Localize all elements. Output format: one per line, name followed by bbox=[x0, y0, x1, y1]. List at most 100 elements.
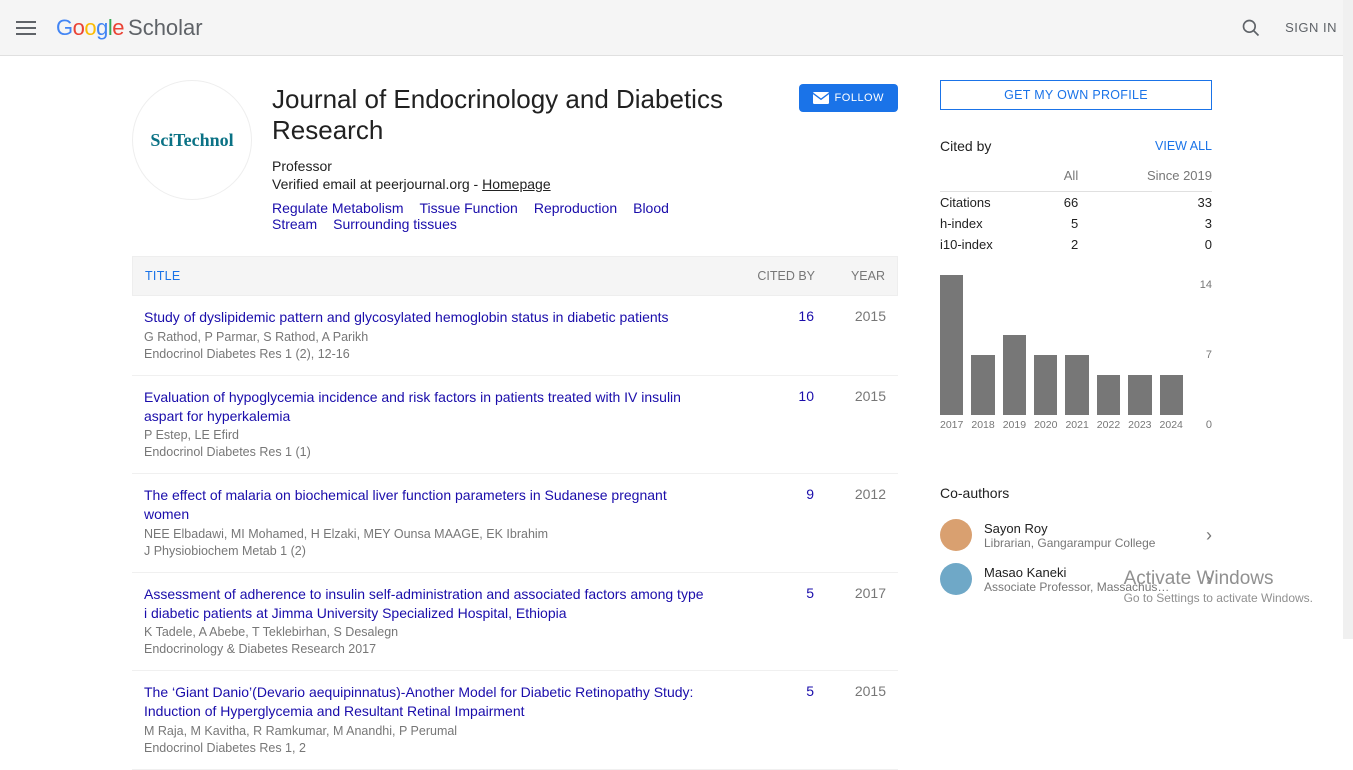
interest-link[interactable]: Regulate Metabolism bbox=[272, 200, 404, 216]
logo-scholar: Scholar bbox=[128, 15, 203, 41]
stats-col-all: All bbox=[1048, 162, 1078, 192]
citedby-header: Cited by VIEW ALL bbox=[940, 138, 1212, 154]
stats-table: All Since 2019 Citations6633h-index53i10… bbox=[940, 162, 1212, 255]
profile-role: Professor bbox=[272, 158, 779, 174]
stats-since: 33 bbox=[1078, 192, 1212, 214]
coauthor-row[interactable]: Masao Kaneki Associate Professor, Massac… bbox=[940, 557, 1212, 601]
ytick: 0 bbox=[1206, 419, 1212, 431]
chart-bar[interactable]: 2018 bbox=[971, 355, 994, 431]
article-cited[interactable]: 5 bbox=[704, 683, 814, 757]
search-icon[interactable] bbox=[1241, 18, 1261, 38]
logo-google: Google bbox=[56, 15, 124, 41]
chart-bar[interactable]: 2019 bbox=[1003, 335, 1026, 431]
article-cited[interactable]: 16 bbox=[704, 308, 814, 363]
col-citedby[interactable]: CITED BY bbox=[705, 269, 815, 283]
profile-name: Journal of Endocrinology and Diabetics R… bbox=[272, 84, 779, 146]
logo[interactable]: Google Scholar bbox=[56, 15, 203, 41]
stats-label: i10-index bbox=[940, 234, 1048, 255]
stats-label: h-index bbox=[940, 213, 1048, 234]
stats-col-blank bbox=[940, 162, 1048, 192]
chevron-right-icon: › bbox=[1206, 569, 1212, 590]
chart-bar[interactable]: 2023 bbox=[1128, 375, 1151, 431]
stats-since: 3 bbox=[1078, 213, 1212, 234]
article-cited[interactable]: 9 bbox=[704, 486, 814, 560]
bar-year-label: 2023 bbox=[1128, 419, 1151, 431]
coauthors-list: Sayon Roy Librarian, Gangarampur College… bbox=[940, 513, 1212, 601]
article-title[interactable]: The ‘Giant Danio’(Devario aequipinnatus)… bbox=[144, 683, 704, 721]
menu-icon[interactable] bbox=[16, 16, 40, 40]
table-row: The effect of malaria on biochemical liv… bbox=[132, 474, 898, 573]
articles-header-row: TITLE CITED BY YEAR bbox=[132, 256, 898, 296]
ytick: 14 bbox=[1200, 279, 1212, 291]
article-venue: Endocrinol Diabetes Res 1 (2), 12-16 bbox=[144, 346, 704, 363]
chart-bar[interactable]: 2021 bbox=[1065, 355, 1088, 431]
coauthor-row[interactable]: Sayon Roy Librarian, Gangarampur College… bbox=[940, 513, 1212, 557]
profile-header: SciTechnol Journal of Endocrinology and … bbox=[132, 80, 898, 232]
coauthor-avatar bbox=[940, 563, 972, 595]
col-title[interactable]: TITLE bbox=[145, 269, 705, 283]
stats-since: 0 bbox=[1078, 234, 1212, 255]
view-all-link[interactable]: VIEW ALL bbox=[1155, 139, 1212, 153]
article-authors: P Estep, LE Efird bbox=[144, 427, 704, 444]
follow-button[interactable]: FOLLOW bbox=[799, 84, 898, 112]
avatar[interactable]: SciTechnol bbox=[132, 80, 252, 200]
article-title[interactable]: Study of dyslipidemic pattern and glycos… bbox=[144, 308, 704, 327]
profile-interests: Regulate Metabolism Tissue Function Reprod… bbox=[272, 200, 779, 232]
chevron-right-icon: › bbox=[1206, 525, 1212, 546]
coauthors-label: Co-authors bbox=[940, 485, 1212, 501]
article-list: Study of dyslipidemic pattern and glycos… bbox=[132, 296, 898, 770]
chart-bar[interactable]: 2017 bbox=[940, 275, 963, 431]
col-year[interactable]: YEAR bbox=[815, 269, 885, 283]
bar-year-label: 2022 bbox=[1097, 419, 1120, 431]
stats-col-since: Since 2019 bbox=[1078, 162, 1212, 192]
table-row: Study of dyslipidemic pattern and glycos… bbox=[132, 296, 898, 376]
article-title[interactable]: Evaluation of hypoglycemia incidence and… bbox=[144, 388, 704, 426]
article-authors: M Raja, M Kavitha, R Ramkumar, M Anandhi… bbox=[144, 723, 704, 740]
citedby-label: Cited by bbox=[940, 138, 991, 154]
coauthor-name: Masao Kaneki bbox=[984, 565, 1194, 580]
article-cited[interactable]: 10 bbox=[704, 388, 814, 462]
follow-label: FOLLOW bbox=[835, 92, 884, 104]
topbar: Google Scholar SIGN IN bbox=[0, 0, 1353, 56]
interest-link[interactable]: Surrounding tissues bbox=[333, 216, 457, 232]
article-year: 2015 bbox=[814, 388, 886, 462]
article-authors: NEE Elbadawi, MI Mohamed, H Elzaki, MEY … bbox=[144, 526, 704, 543]
mail-icon bbox=[813, 92, 829, 104]
chart-bar[interactable]: 2022 bbox=[1097, 375, 1120, 431]
article-title[interactable]: Assessment of adherence to insulin self-… bbox=[144, 585, 704, 623]
article-title[interactable]: The effect of malaria on biochemical liv… bbox=[144, 486, 704, 524]
article-authors: G Rathod, P Parmar, S Rathod, A Parikh bbox=[144, 329, 704, 346]
coauthor-name: Sayon Roy bbox=[984, 521, 1194, 536]
bar-year-label: 2024 bbox=[1160, 419, 1183, 431]
bar-year-label: 2017 bbox=[940, 419, 963, 431]
stats-all: 5 bbox=[1048, 213, 1078, 234]
homepage-link[interactable]: Homepage bbox=[482, 176, 551, 192]
table-row: The ‘Giant Danio’(Devario aequipinnatus)… bbox=[132, 671, 898, 770]
chart-bar[interactable]: 2024 bbox=[1160, 375, 1183, 431]
table-row: Assessment of adherence to insulin self-… bbox=[132, 573, 898, 672]
interest-link[interactable]: Reproduction bbox=[534, 200, 617, 216]
chart-bar[interactable]: 2020 bbox=[1034, 355, 1057, 431]
stats-all: 2 bbox=[1048, 234, 1078, 255]
article-venue: J Physiobiochem Metab 1 (2) bbox=[144, 543, 704, 560]
stats-all: 66 bbox=[1048, 192, 1078, 214]
interest-link[interactable]: Tissue Function bbox=[420, 200, 518, 216]
bar-year-label: 2018 bbox=[971, 419, 994, 431]
avatar-text: SciTechnol bbox=[150, 130, 233, 151]
coauthor-avatar bbox=[940, 519, 972, 551]
sign-in-link[interactable]: SIGN IN bbox=[1285, 20, 1337, 35]
bar-year-label: 2021 bbox=[1065, 419, 1088, 431]
article-venue: Endocrinol Diabetes Res 1, 2 bbox=[144, 740, 704, 757]
citations-chart: 20172018201920202021202220232024 14 7 0 bbox=[940, 279, 1212, 449]
article-year: 2012 bbox=[814, 486, 886, 560]
get-own-profile-button[interactable]: GET MY OWN PROFILE bbox=[940, 80, 1212, 110]
bar-year-label: 2019 bbox=[1003, 419, 1026, 431]
article-year: 2015 bbox=[814, 683, 886, 757]
coauthor-affiliation: Associate Professor, Massachus… bbox=[984, 580, 1174, 594]
coauthor-affiliation: Librarian, Gangarampur College bbox=[984, 536, 1174, 550]
article-venue: Endocrinol Diabetes Res 1 (1) bbox=[144, 444, 704, 461]
article-cited[interactable]: 5 bbox=[704, 585, 814, 659]
article-venue: Endocrinology & Diabetes Research 2017 bbox=[144, 641, 704, 658]
stats-label: Citations bbox=[940, 192, 1048, 214]
stats-row: Citations6633 bbox=[940, 192, 1212, 214]
